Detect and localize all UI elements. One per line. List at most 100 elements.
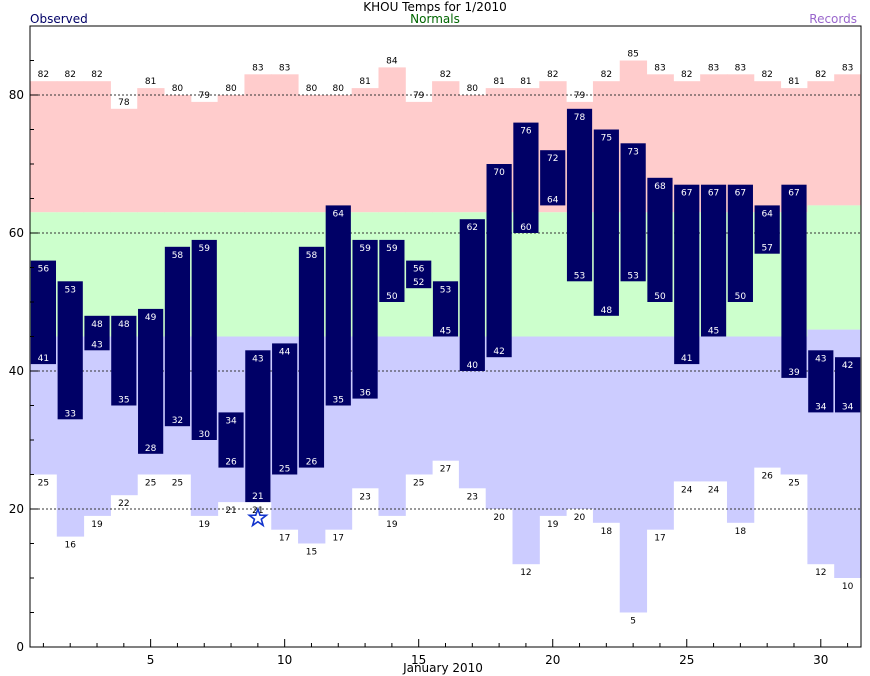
record-high-band bbox=[834, 74, 862, 206]
record-high-label: 81 bbox=[493, 77, 504, 87]
observed-low-label: 33 bbox=[64, 409, 75, 419]
record-low-band bbox=[405, 336, 433, 475]
observed-low-label: 64 bbox=[547, 195, 559, 205]
observed-low-label: 50 bbox=[735, 292, 747, 302]
record-low-band bbox=[432, 336, 460, 461]
record-high-label: 81 bbox=[359, 77, 370, 87]
observed-low-label: 40 bbox=[467, 361, 479, 371]
record-high-label: 82 bbox=[440, 70, 451, 80]
observed-low-label: 21 bbox=[252, 492, 263, 502]
observed-high-label: 48 bbox=[118, 320, 130, 330]
normal-band bbox=[807, 205, 835, 330]
record-high-label: 80 bbox=[306, 84, 318, 94]
record-high-label: 82 bbox=[547, 70, 558, 80]
observed-bar bbox=[432, 281, 459, 337]
observed-high-label: 59 bbox=[386, 244, 398, 254]
observed-high-label: 56 bbox=[38, 265, 50, 275]
observed-low-label: 48 bbox=[601, 306, 613, 316]
observed-low-label: 45 bbox=[708, 327, 719, 337]
x-axis-title: January 2010 bbox=[402, 661, 483, 675]
observed-low-label: 53 bbox=[627, 271, 638, 281]
observed-high-label: 67 bbox=[708, 189, 719, 199]
record-low-label: 19 bbox=[199, 520, 211, 530]
observed-bar bbox=[674, 184, 700, 365]
record-low-label: 20 bbox=[493, 513, 505, 523]
observed-bar bbox=[406, 260, 432, 289]
observed-low-label: 60 bbox=[520, 223, 532, 233]
record-high-label: 83 bbox=[735, 63, 746, 73]
record-high-label: 80 bbox=[172, 84, 184, 94]
record-low-label: 17 bbox=[654, 534, 665, 544]
record-low-label: 22 bbox=[118, 499, 129, 509]
observed-low-label: 26 bbox=[225, 458, 237, 468]
observed-label: Observed bbox=[30, 12, 88, 26]
record-high-label: 81 bbox=[788, 77, 799, 87]
record-high-label: 82 bbox=[64, 70, 75, 80]
observed-high-label: 43 bbox=[252, 354, 263, 364]
record-low-band bbox=[83, 336, 111, 516]
record-low-label: 19 bbox=[547, 520, 559, 530]
observed-low-label: 28 bbox=[145, 444, 157, 454]
record-high-label: 82 bbox=[91, 70, 102, 80]
observed-bar bbox=[245, 350, 271, 503]
observed-low-label: 52 bbox=[413, 278, 424, 288]
x-tick-label: 5 bbox=[147, 653, 155, 667]
y-tick-label: 80 bbox=[9, 88, 24, 102]
record-low-label: 27 bbox=[440, 465, 451, 475]
observed-bar bbox=[325, 205, 351, 406]
record-low-label: 19 bbox=[386, 520, 398, 530]
record-high-band bbox=[244, 74, 272, 213]
record-low-label: 17 bbox=[333, 534, 344, 544]
observed-low-label: 25 bbox=[279, 465, 290, 475]
records-label: Records bbox=[809, 12, 857, 26]
observed-bar bbox=[459, 219, 485, 371]
record-low-label: 10 bbox=[842, 582, 854, 592]
y-tick-label: 60 bbox=[9, 226, 24, 240]
record-low-star-icon bbox=[246, 506, 269, 528]
record-high-band bbox=[56, 81, 85, 213]
observed-high-label: 67 bbox=[735, 189, 746, 199]
observed-bar bbox=[84, 315, 110, 351]
observed-low-label: 26 bbox=[306, 458, 318, 468]
observed-high-label: 58 bbox=[306, 251, 318, 261]
record-low-band bbox=[539, 336, 567, 516]
record-low-label: 12 bbox=[815, 568, 826, 578]
observed-low-label: 43 bbox=[91, 340, 102, 350]
record-high-label: 83 bbox=[252, 63, 263, 73]
observed-bar bbox=[620, 143, 646, 282]
normal-band bbox=[244, 212, 272, 337]
record-high-band bbox=[405, 101, 433, 213]
record-low-label: 20 bbox=[574, 513, 586, 523]
observed-low-label: 30 bbox=[199, 430, 211, 440]
observed-bar bbox=[808, 350, 834, 413]
observed-high-label: 43 bbox=[815, 354, 826, 364]
record-low-label: 5 bbox=[630, 617, 636, 627]
observed-bars-layer bbox=[30, 108, 861, 503]
observed-low-label: 34 bbox=[815, 402, 827, 412]
observed-low-label: 53 bbox=[574, 271, 585, 281]
observed-bar bbox=[700, 184, 727, 337]
observed-bar bbox=[272, 343, 298, 475]
observed-low-label: 50 bbox=[654, 292, 666, 302]
observed-high-label: 48 bbox=[91, 320, 103, 330]
observed-low-label: 41 bbox=[38, 354, 49, 364]
observed-bar bbox=[379, 239, 405, 302]
observed-high-label: 75 bbox=[601, 134, 612, 144]
record-low-band bbox=[646, 336, 674, 530]
observed-low-label: 41 bbox=[681, 354, 692, 364]
observed-low-label: 34 bbox=[842, 402, 854, 412]
x-tick-label: 30 bbox=[813, 653, 828, 667]
observed-low-label: 35 bbox=[118, 396, 129, 406]
record-high-label: 83 bbox=[279, 63, 290, 73]
record-high-band bbox=[324, 95, 353, 213]
record-high-label: 79 bbox=[574, 91, 586, 101]
record-high-label: 79 bbox=[413, 91, 425, 101]
observed-bar bbox=[727, 184, 753, 302]
record-high-label: 82 bbox=[815, 70, 826, 80]
observed-low-label: 42 bbox=[493, 347, 504, 357]
observed-high-label: 64 bbox=[333, 209, 345, 219]
observed-bar bbox=[781, 184, 807, 378]
record-high-band bbox=[351, 88, 379, 213]
record-high-label: 84 bbox=[386, 56, 398, 66]
